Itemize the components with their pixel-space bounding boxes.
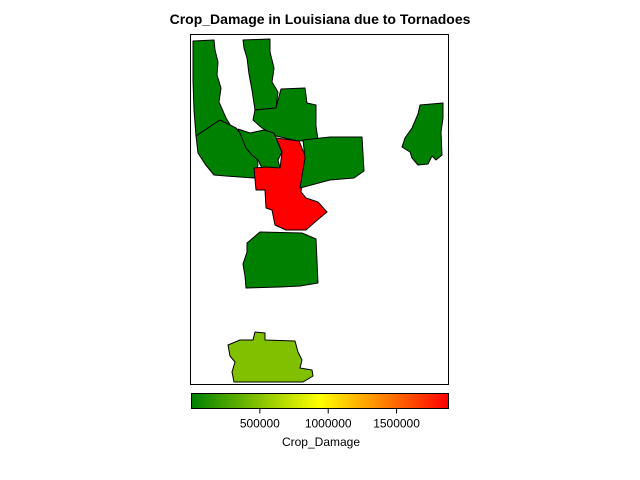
region-south-center (242, 231, 319, 289)
region-north-west-strip (192, 39, 233, 137)
colorbar (191, 393, 449, 409)
region-far-east (401, 102, 444, 166)
region-bottom (227, 331, 314, 383)
colorbar-tick-label: 1500000 (373, 417, 420, 431)
map-regions (192, 38, 444, 383)
colorbar-tick-label: 500000 (240, 417, 280, 431)
map-frame (190, 34, 449, 385)
region-north-mid-strip (242, 38, 279, 111)
region-north-center (252, 87, 319, 142)
colorbar-label: Crop_Damage (282, 435, 360, 449)
colorbar-ticks: 500000 1000000 1500000 (240, 408, 420, 431)
chart-title: Crop_Damage in Louisiana due to Tornadoe… (170, 11, 471, 27)
colorbar-tick-label: 1000000 (305, 417, 352, 431)
region-east-block (299, 136, 365, 189)
